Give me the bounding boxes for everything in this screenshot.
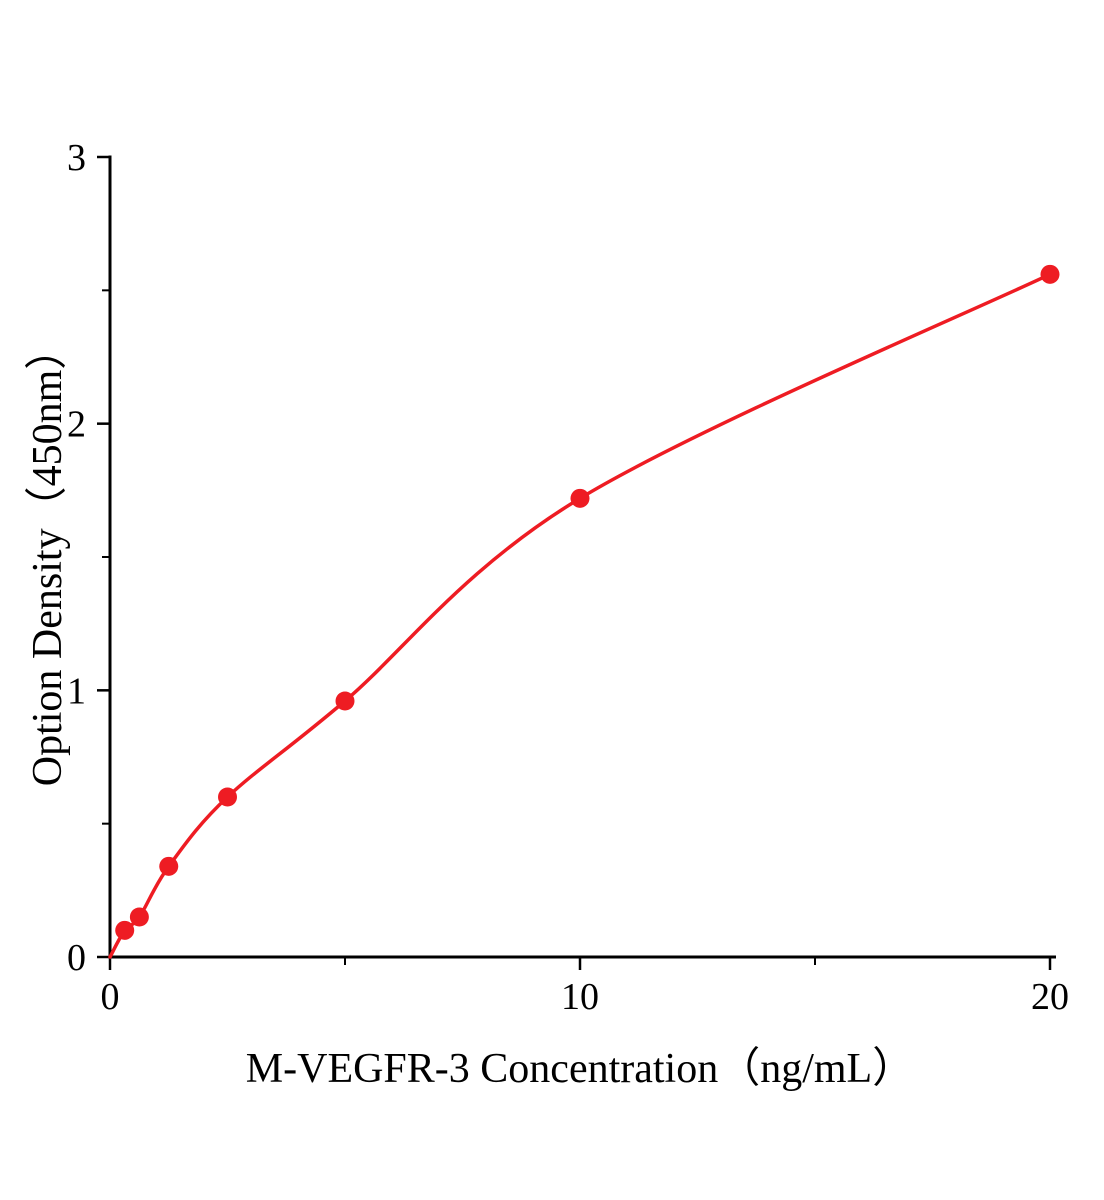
y-tick-label: 1 [67,670,86,712]
y-tick-label: 0 [67,937,86,979]
data-point-marker [570,488,590,508]
data-point-marker [115,920,135,940]
fit-curve [108,272,1052,959]
data-point-marker [335,691,355,711]
data-point-marker [218,787,237,807]
y-axis-title: Option Density（450nm） [25,328,71,787]
axes-frame [108,155,1056,959]
x-axis-title: M-VEGFR-3 Concentration（ng/mL） [246,1046,914,1092]
y-tick-label: 2 [67,404,86,446]
data-point-marker [129,907,149,927]
data-point-marker [159,856,179,876]
data-point-marker [1040,264,1060,284]
x-tick-label: 0 [101,976,120,1018]
y-tick-label: 3 [67,137,86,179]
x-tick-label: 10 [561,976,599,1018]
x-tick-label: 20 [1031,976,1069,1018]
